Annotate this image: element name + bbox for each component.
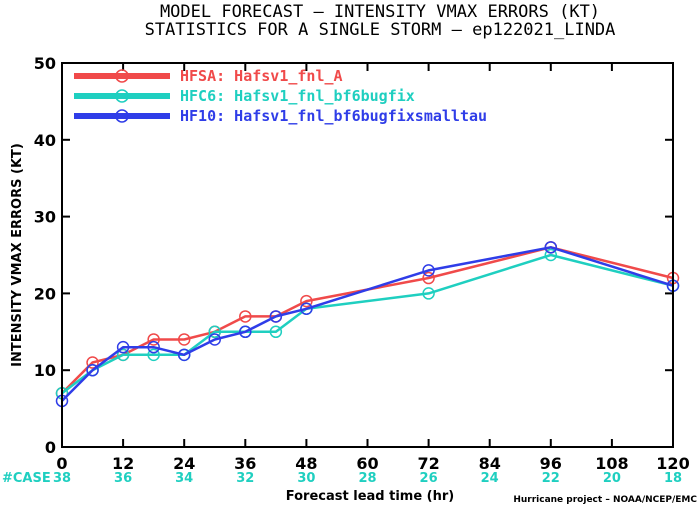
- y-tick-label: 10: [34, 361, 56, 380]
- series-line: [61, 246, 674, 395]
- y-tick-label: 50: [34, 54, 56, 73]
- series-point: [422, 264, 435, 277]
- case-count: 34: [175, 471, 193, 486]
- x-tick-label: 72: [417, 454, 439, 473]
- x-tick-label: 60: [356, 454, 378, 473]
- series-point: [177, 333, 191, 346]
- series-point: [422, 271, 435, 285]
- series-line: [61, 253, 674, 395]
- series-point: [269, 325, 283, 339]
- case-counts: 38 36 34 32 30 28 26 24 22 20 18: [53, 471, 682, 486]
- x-tick-label: 84: [479, 454, 501, 473]
- y-tick-label: 0: [45, 438, 56, 457]
- series-point: [544, 241, 558, 254]
- chart-subtitle: STATISTICS FOR A SINGLE STORM – ep122021…: [145, 20, 616, 40]
- series-point: [300, 302, 313, 316]
- series-point: [544, 248, 558, 262]
- x-tick-label: 96: [540, 454, 562, 473]
- case-count: 26: [420, 471, 438, 486]
- series-0: [55, 241, 680, 400]
- series-group: [55, 241, 680, 408]
- x-tick-label: 0: [56, 454, 67, 473]
- case-count: 18: [664, 471, 682, 486]
- case-count: 22: [542, 471, 560, 486]
- x-tick-label: 120: [656, 454, 689, 473]
- legend-label: HFSA: Hafsv1_fnl_A: [180, 67, 343, 85]
- plot-frame: [61, 62, 674, 448]
- case-count: 20: [603, 471, 621, 486]
- series-point: [177, 348, 191, 362]
- case-count: 36: [114, 471, 132, 486]
- series-2: [55, 241, 680, 408]
- legend-label: HF10: Hafsv1_fnl_bf6bugfixsmalltau: [180, 107, 487, 125]
- credit-text: Hurricane project – NOAA/NCEP/EMC: [513, 495, 697, 505]
- series-point: [208, 325, 221, 339]
- y-tick-label: 30: [34, 208, 56, 227]
- legend: HFSA: Hafsv1_fnl_A HFC6: Hafsv1_fnl_bf6bu…: [74, 67, 487, 125]
- y-axis-label: INTENSITY VMAX ERRORS (KT): [10, 143, 25, 367]
- series-point: [208, 333, 221, 346]
- x-tick-label: 24: [173, 454, 195, 473]
- series-point: [269, 310, 283, 323]
- case-count: 38: [53, 471, 71, 486]
- series-point: [86, 356, 99, 369]
- series-point: [147, 333, 160, 346]
- case-label: #CASE: [2, 471, 51, 486]
- series-point: [422, 287, 435, 300]
- series-point: [147, 340, 160, 354]
- legend-marker: [115, 69, 129, 83]
- case-count: 30: [297, 471, 315, 486]
- case-count: 32: [236, 471, 254, 486]
- x-axis-label: Forecast lead time (hr): [286, 489, 454, 504]
- series-point: [239, 310, 252, 323]
- y-tick-label: 40: [34, 131, 56, 150]
- series-point: [300, 294, 313, 308]
- x-axis: 0 12 24 36 48 60 72 84 96 108 120: [56, 63, 690, 473]
- series-point: [116, 340, 130, 354]
- y-tick-label: 20: [34, 284, 56, 303]
- legend-marker: [115, 109, 129, 123]
- legend-label: HFC6: Hafsv1_fnl_bf6bugfix: [180, 87, 415, 105]
- case-count: 24: [481, 471, 499, 486]
- x-tick-label: 36: [234, 454, 256, 473]
- chart-title: MODEL FORECAST – INTENSITY VMAX ERRORS (…: [160, 2, 600, 22]
- series-point: [86, 363, 99, 377]
- x-tick-label: 108: [595, 454, 628, 473]
- series-point: [116, 348, 130, 362]
- case-count: 28: [358, 471, 376, 486]
- series-point: [147, 348, 160, 362]
- x-tick-label: 12: [112, 454, 134, 473]
- series-point: [239, 325, 252, 339]
- y-axis: 0 10 20 30 40 50: [34, 54, 673, 457]
- legend-marker: [115, 89, 129, 103]
- series-1: [55, 248, 680, 400]
- x-tick-label: 48: [295, 454, 317, 473]
- series-line: [61, 246, 674, 402]
